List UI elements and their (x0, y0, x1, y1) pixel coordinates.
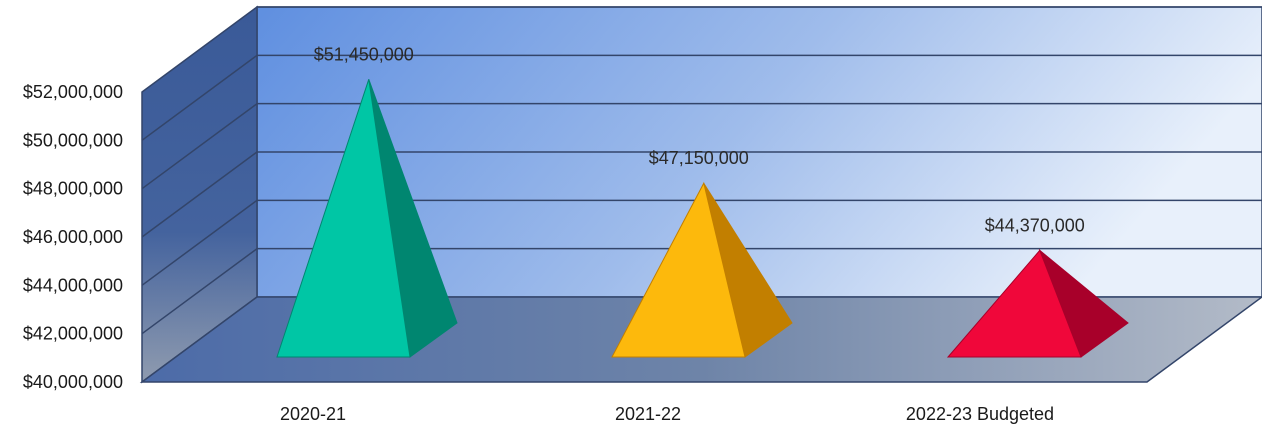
x-category-label: 2020-21 (280, 404, 346, 424)
pyramid-bar (611, 181, 746, 358)
y-tick-label: $42,000,000 (23, 324, 123, 344)
gridline-side (141, 54, 258, 141)
x-category-label: 2021-22 (615, 404, 681, 424)
data-label: $51,450,000 (314, 44, 414, 64)
gridline-side (141, 151, 258, 238)
data-labels: $51,450,000 $47,150,000 $44,370,000 (314, 44, 1085, 235)
pyramids (276, 79, 1129, 358)
data-label: $47,150,000 (649, 148, 749, 168)
gridline-side (141, 103, 258, 190)
gridline-side (141, 248, 258, 335)
category-labels: 2020-21 2021-22 2022-23 Budgeted (280, 404, 1054, 424)
y-tick-label: $40,000,000 (23, 372, 123, 392)
data-label: $44,370,000 (985, 215, 1085, 235)
y-tick-label: $48,000,000 (23, 179, 123, 199)
gridline-side (141, 199, 258, 286)
gridlines (141, 6, 1262, 335)
y-tick-label: $52,000,000 (23, 82, 123, 102)
y-tick-label: $44,000,000 (23, 275, 123, 295)
y-tick-label: $46,000,000 (23, 227, 123, 247)
pyramid-bar (946, 249, 1082, 358)
pyramid-bar (276, 79, 411, 358)
x-category-label: 2022-23 Budgeted (906, 404, 1054, 424)
y-tick-label: $50,000,000 (23, 130, 123, 150)
y-axis-labels: $40,000,000 $42,000,000 $44,000,000 $46,000… (23, 82, 123, 392)
